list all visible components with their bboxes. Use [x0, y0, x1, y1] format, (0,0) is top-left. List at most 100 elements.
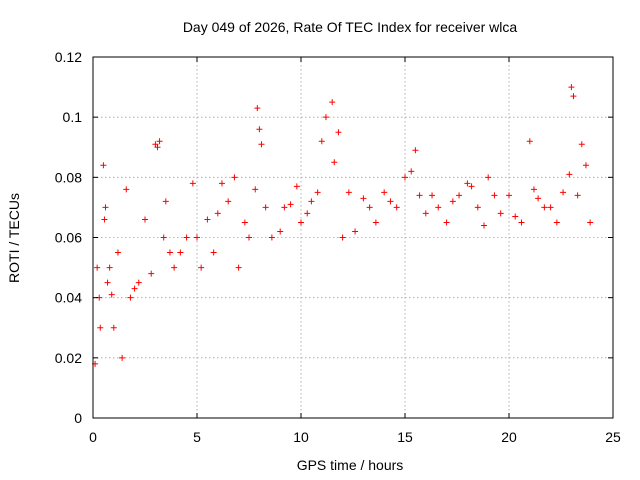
data-point: [218, 180, 225, 187]
data-point: [231, 174, 238, 181]
data-point: [304, 210, 311, 217]
data-point: [314, 189, 321, 196]
data-point: [381, 189, 388, 196]
data-point: [443, 219, 450, 226]
data-point: [298, 219, 304, 226]
grid: [93, 57, 613, 418]
y-axis-label: ROTI / TECUs: [6, 193, 22, 283]
data-point: [547, 204, 554, 211]
y-tick-label: 0: [74, 410, 82, 426]
data-point: [574, 192, 581, 199]
data-point: [506, 192, 512, 199]
data-point: [485, 174, 492, 181]
data-point: [393, 204, 400, 211]
data-point: [127, 294, 134, 301]
x-tick-label: 5: [193, 429, 201, 445]
data-point: [102, 204, 109, 211]
data-point: [331, 159, 338, 166]
data-point: [345, 189, 352, 196]
data-point: [97, 324, 104, 331]
data-point: [530, 186, 537, 193]
data-point: [241, 219, 248, 226]
data-point: [225, 198, 232, 205]
data-point: [518, 219, 525, 226]
data-point: [335, 129, 342, 136]
data-point: [402, 174, 408, 181]
data-point: [387, 198, 394, 205]
data-point: [366, 204, 373, 211]
data-point: [160, 234, 167, 241]
data-point: [566, 171, 573, 178]
data-point: [360, 195, 367, 202]
y-tick-label: 0.08: [55, 169, 82, 185]
x-tick-label: 15: [397, 429, 413, 445]
data-point: [318, 138, 325, 145]
data-point: [553, 219, 560, 226]
data-point: [481, 222, 488, 229]
data-point: [110, 324, 117, 331]
data-point: [491, 192, 498, 199]
data-point: [204, 216, 211, 223]
data-point: [582, 162, 589, 169]
y-tick-label: 0.12: [55, 49, 82, 65]
y-tick-label: 0.04: [55, 290, 82, 306]
data-point: [183, 234, 190, 241]
data-point: [258, 141, 265, 148]
data-point: [177, 249, 184, 256]
data-point: [189, 180, 196, 187]
data-point: [512, 213, 519, 220]
data-point: [587, 219, 594, 226]
data-point: [194, 234, 200, 241]
data-point: [235, 264, 242, 271]
data-point: [119, 354, 126, 361]
data-point: [148, 270, 155, 277]
data-point: [135, 279, 142, 286]
data-point: [322, 114, 329, 121]
x-tick-label: 10: [293, 429, 309, 445]
data-point: [100, 162, 107, 169]
data-point: [214, 210, 221, 217]
x-axis-label: GPS time / hours: [297, 457, 404, 473]
data-point: [156, 138, 163, 145]
data-point: [246, 234, 252, 241]
data-point: [293, 183, 300, 190]
data-point: [352, 228, 359, 235]
data-point: [101, 216, 108, 223]
data-point: [108, 291, 115, 298]
data-point: [456, 192, 463, 199]
data-point: [268, 234, 275, 241]
data-points: [92, 84, 594, 367]
data-point: [131, 285, 138, 292]
data-point: [560, 189, 567, 196]
data-point: [568, 84, 575, 91]
data-point: [535, 195, 542, 202]
data-point: [287, 201, 294, 208]
data-point: [166, 249, 173, 256]
data-point: [252, 186, 259, 193]
data-point: [474, 204, 481, 211]
data-point: [154, 144, 161, 151]
x-tick-label: 0: [89, 429, 97, 445]
data-point: [256, 126, 263, 133]
data-point: [429, 192, 436, 199]
data-point: [281, 204, 288, 211]
data-point: [262, 204, 269, 211]
data-point: [152, 141, 159, 148]
data-point: [422, 210, 429, 217]
data-point: [254, 105, 261, 112]
data-point: [464, 180, 471, 187]
data-point: [210, 249, 217, 256]
data-point: [94, 264, 101, 271]
data-point: [162, 198, 169, 205]
x-tick-label: 20: [501, 429, 517, 445]
data-point: [308, 198, 315, 205]
data-point: [497, 210, 504, 217]
data-point: [468, 183, 475, 190]
data-point: [171, 264, 178, 271]
data-point: [142, 216, 148, 223]
y-tick-label: 0.1: [63, 109, 83, 125]
axis-ticks: 0 5 10 15 20 25 0 0.02 0.04 0.06 0.08 0.1 0.12: [55, 49, 621, 445]
data-point: [408, 168, 415, 175]
y-tick-label: 0.02: [55, 350, 82, 366]
